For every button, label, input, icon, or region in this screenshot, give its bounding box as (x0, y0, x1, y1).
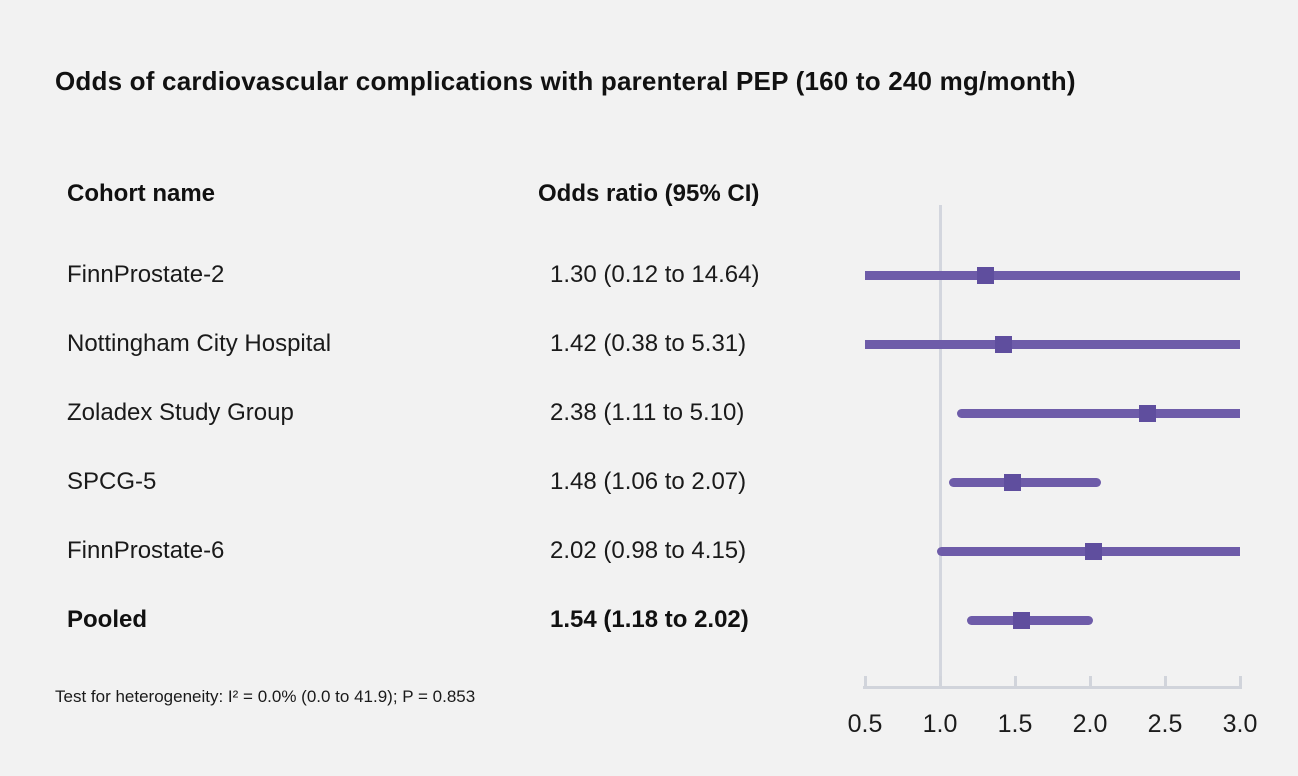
point-estimate-marker (976, 266, 994, 284)
confidence-interval-line (949, 477, 1101, 487)
heterogeneity-footnote: Test for heterogeneity: I² = 0.0% (0.0 t… (55, 687, 476, 706)
x-axis-tick (1163, 676, 1167, 686)
x-axis-line (863, 686, 1242, 689)
x-axis-tick-label: 1.5 (997, 710, 1033, 738)
point-estimate-marker (1084, 542, 1102, 560)
cohort-label: Nottingham City Hospital (67, 330, 332, 357)
confidence-interval-line (865, 339, 1240, 349)
x-axis-tick (1088, 676, 1092, 686)
x-axis-tick-label: 2.5 (1147, 710, 1183, 738)
x-axis-tick (863, 676, 867, 686)
page-title: Odds of cardiovascular complications wit… (55, 66, 1076, 96)
confidence-interval-line (865, 270, 1240, 280)
odds-ratio-value: 2.02 (0.98 to 4.15) (550, 537, 747, 564)
odds-ratio-value: 1.42 (0.38 to 5.31) (550, 330, 747, 357)
point-estimate-marker (994, 335, 1012, 353)
x-axis-tick (1238, 676, 1242, 686)
confidence-interval-line (967, 615, 1093, 625)
odds-ratio-value: 2.38 (1.11 to 5.10) (550, 399, 745, 426)
point-estimate-marker (1012, 611, 1030, 629)
x-axis-tick-label: 0.5 (847, 710, 883, 738)
x-axis-tick (938, 676, 942, 686)
x-axis-tick-label: 1.0 (922, 710, 958, 738)
confidence-interval-line (956, 408, 1240, 418)
cohort-label: SPCG-5 (67, 468, 157, 495)
column-header-odds-ratio: Odds ratio (95% CI) (538, 180, 760, 207)
odds-ratio-value: 1.54 (1.18 to 2.02) (550, 606, 749, 633)
x-axis-tick-label: 2.0 (1072, 710, 1108, 738)
cohort-label: Pooled (67, 606, 148, 633)
odds-ratio-value: 1.30 (0.12 to 14.64) (550, 261, 760, 288)
reference-line-1 (938, 205, 942, 689)
point-estimate-marker (1138, 404, 1156, 422)
column-header-cohort-name: Cohort name (67, 180, 216, 207)
x-axis-tick (1013, 676, 1017, 686)
cohort-label: FinnProstate-6 (67, 537, 225, 564)
cohort-label: Zoladex Study Group (67, 399, 294, 426)
cohort-label: FinnProstate-2 (67, 261, 225, 288)
point-estimate-marker (1003, 473, 1021, 491)
odds-ratio-value: 1.48 (1.06 to 2.07) (550, 468, 747, 495)
x-axis-tick-label: 3.0 (1222, 710, 1258, 738)
